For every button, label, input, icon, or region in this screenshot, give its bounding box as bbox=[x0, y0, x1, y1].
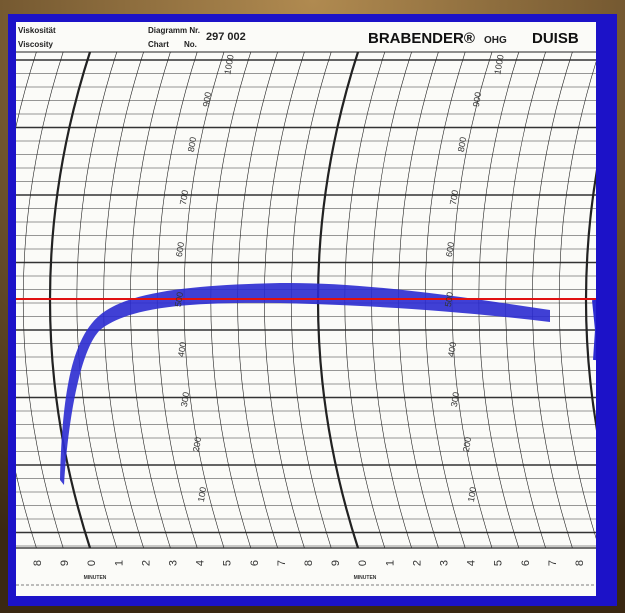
minute-digit: 3 bbox=[439, 560, 451, 566]
minute-digit: 7 bbox=[276, 560, 288, 566]
company: OHG bbox=[484, 35, 507, 46]
scale-label: 100 bbox=[196, 486, 208, 503]
scale-label: 1000 bbox=[492, 54, 505, 75]
minutes-label: MINUTEN bbox=[84, 575, 107, 581]
header-label: Chart bbox=[148, 40, 169, 49]
city: DUISB bbox=[532, 30, 579, 47]
scale-label: 900 bbox=[201, 91, 213, 108]
trace-edge bbox=[592, 299, 596, 361]
header-label: Viskosität bbox=[18, 26, 56, 35]
scale-label: 400 bbox=[446, 341, 458, 358]
scale-label: 100 bbox=[466, 486, 478, 503]
scale-label: 1000 bbox=[222, 54, 235, 75]
minute-digit: 1 bbox=[113, 560, 125, 566]
chart-number: 297 002 bbox=[206, 31, 246, 43]
minute-digit: 2 bbox=[411, 560, 423, 566]
trace bbox=[16, 282, 596, 485]
minute-digit: 0 bbox=[86, 560, 98, 566]
minute-digit: 3 bbox=[168, 560, 180, 566]
scale-label: 300 bbox=[179, 391, 191, 408]
scale-label: 200 bbox=[191, 436, 203, 453]
minute-digit: 4 bbox=[195, 560, 207, 566]
header-label: No. bbox=[184, 40, 197, 49]
scale-label: 700 bbox=[178, 189, 190, 206]
scale-label: 800 bbox=[456, 136, 468, 153]
minute-digit: 0 bbox=[357, 560, 369, 566]
minute-digit: 8 bbox=[303, 560, 315, 566]
scale-label: 600 bbox=[174, 241, 186, 258]
scale-label: 900 bbox=[471, 91, 483, 108]
minute-digit: 8 bbox=[32, 560, 44, 566]
scale-label: 700 bbox=[448, 189, 460, 206]
scale-label: 500 bbox=[443, 291, 455, 308]
header-label: Viscosity bbox=[18, 40, 54, 49]
minute-digit: 6 bbox=[249, 560, 261, 566]
brand: BRABENDER® bbox=[368, 30, 475, 47]
scale-label: 600 bbox=[444, 241, 456, 258]
arc-line bbox=[16, 51, 37, 549]
minute-digit: 6 bbox=[520, 560, 532, 566]
minute-digit: 5 bbox=[222, 560, 234, 566]
minute-digit: 5 bbox=[493, 560, 505, 566]
minute-digit: 1 bbox=[384, 560, 396, 566]
minute-digit: 9 bbox=[59, 560, 71, 566]
viscosity-trace bbox=[60, 282, 550, 485]
scale-label: 300 bbox=[449, 391, 461, 408]
header-label: Diagramm Nr. bbox=[148, 26, 200, 35]
minute-digit: 8 bbox=[574, 560, 586, 566]
minutes-label: MINUTEN bbox=[354, 575, 377, 581]
scale-label: 200 bbox=[461, 436, 473, 453]
minute-digit: 7 bbox=[547, 560, 559, 566]
scale-label: 400 bbox=[176, 341, 188, 358]
minute-digit: 2 bbox=[140, 560, 152, 566]
minute-digit: 9 bbox=[330, 560, 342, 566]
scale-label: 800 bbox=[186, 136, 198, 153]
scale-label: 500 bbox=[173, 291, 185, 308]
minute-digit: 4 bbox=[466, 560, 478, 566]
